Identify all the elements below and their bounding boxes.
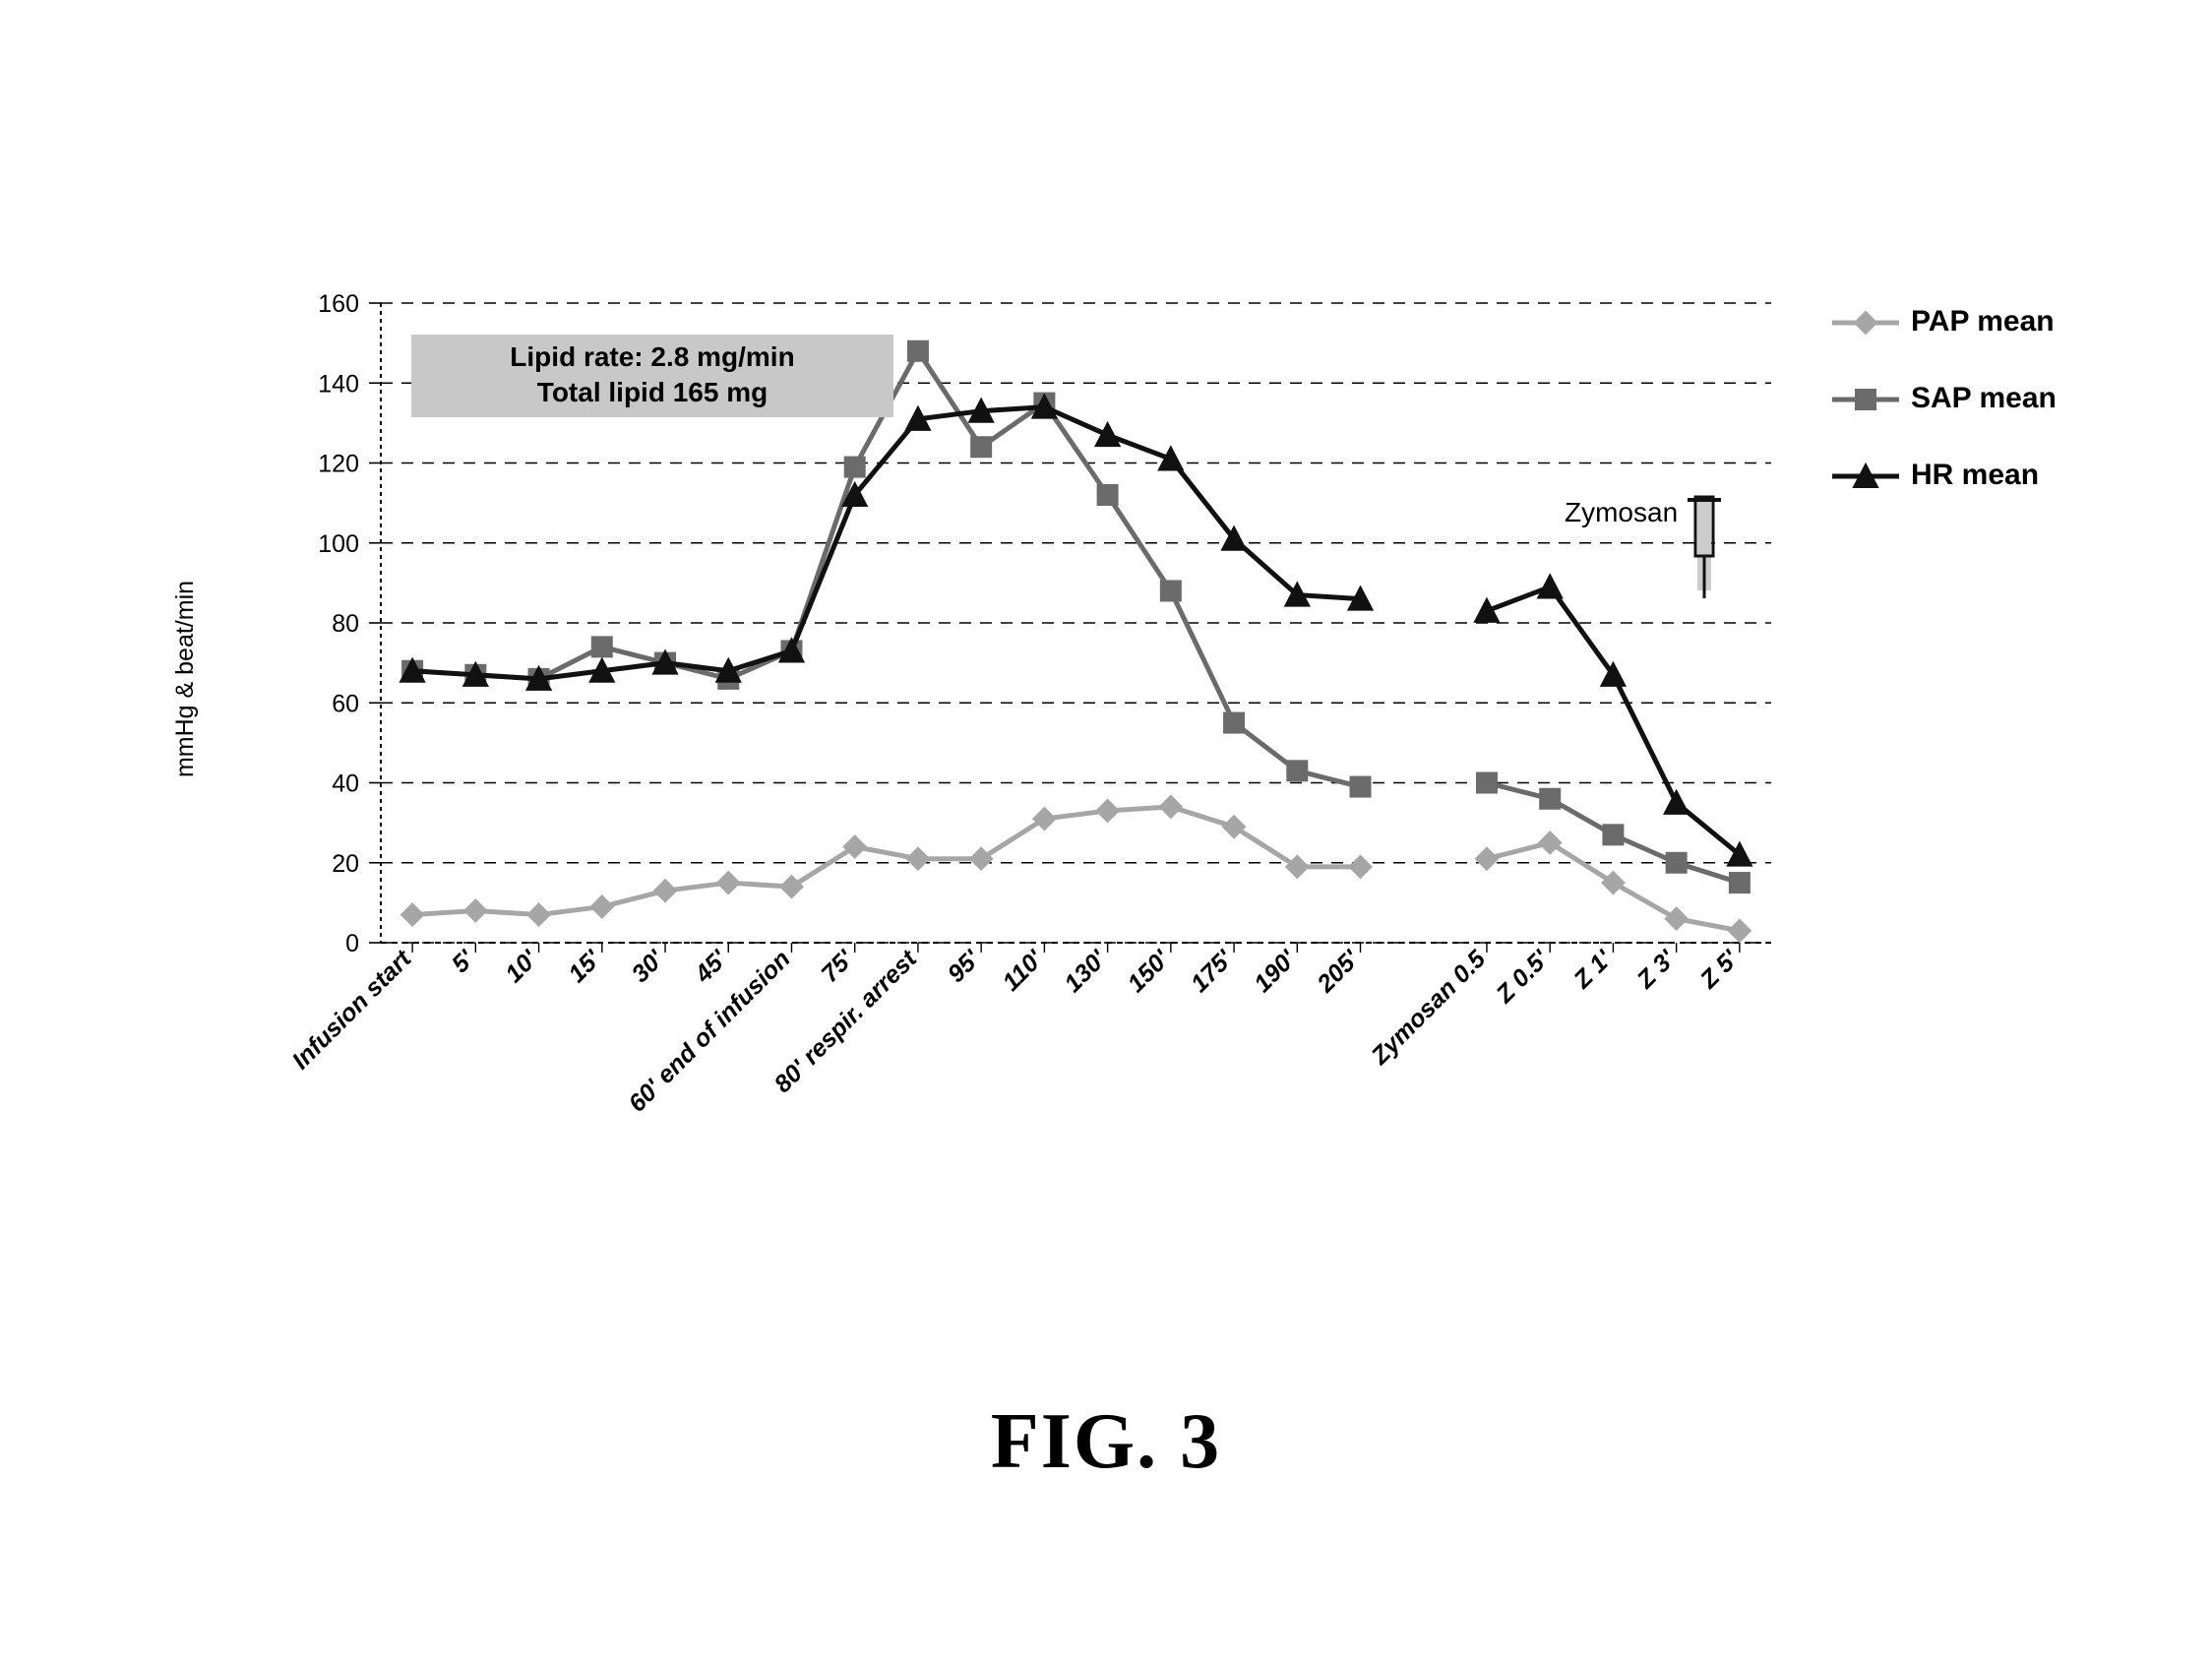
- series-line: [412, 807, 1360, 915]
- y-tick-label: 80: [332, 610, 359, 638]
- data-point-diamond: [401, 904, 423, 926]
- y-tick-label: 60: [332, 690, 359, 717]
- legend-item[interactable]: SAP mean: [1832, 382, 2057, 414]
- data-point-square: [1351, 777, 1371, 797]
- chart-legend: PAP mean SAP mean HR mean: [1832, 305, 2057, 491]
- y-tick-label: 120: [318, 451, 359, 478]
- y-tick-label: 160: [318, 290, 359, 318]
- series-pap-mean: [401, 796, 1751, 942]
- x-tick-label: Zymosan 0.5: [1366, 945, 1492, 1071]
- data-point-square: [1667, 853, 1687, 873]
- figure-caption: FIG. 3: [0, 1397, 2212, 1487]
- data-point-square: [592, 637, 612, 656]
- x-axis-labels: Infusion start5'10'15'30'45'60' end of i…: [287, 943, 1745, 1118]
- x-tick-label: 10': [500, 945, 543, 988]
- x-tick-label: Z 3': [1631, 945, 1682, 995]
- series-line: [1487, 586, 1740, 854]
- data-point-diamond: [1097, 800, 1119, 822]
- data-point-square: [1856, 390, 1875, 409]
- data-point-square: [1224, 713, 1244, 733]
- data-point-diamond: [528, 904, 550, 926]
- y-tick-label: 20: [332, 850, 359, 878]
- data-point-square: [1730, 873, 1750, 893]
- data-point-square: [845, 458, 865, 477]
- y-tick-label: 100: [318, 530, 359, 558]
- x-tick-label: 190': [1249, 945, 1302, 998]
- y-tick-label: 40: [332, 770, 359, 798]
- data-point-square: [1540, 789, 1560, 809]
- zymosan-annotation: Zymosan: [1565, 497, 1721, 598]
- data-point-diamond: [907, 848, 929, 870]
- x-tick-label: Z 1': [1567, 945, 1618, 995]
- data-point-square: [971, 437, 991, 457]
- data-point-triangle: [1538, 575, 1562, 597]
- y-axis-title: mmHg & beat/min: [171, 581, 199, 777]
- data-point-diamond: [1855, 312, 1876, 334]
- legend-item[interactable]: PAP mean: [1832, 305, 2055, 338]
- figure-3-root: 0 20 40 60 80 100 120 140 160 mmHg & beat/min Infu…: [0, 0, 2212, 1664]
- data-point-triangle: [1159, 447, 1183, 469]
- x-tick-label: 205': [1312, 945, 1366, 999]
- annotation-line-1: Lipid rate: 2.8 mg/min: [510, 341, 794, 372]
- x-tick-label: 45': [689, 945, 733, 989]
- data-point-diamond: [464, 900, 486, 922]
- x-tick-label: 30': [627, 945, 670, 988]
- data-point-triangle: [1665, 791, 1689, 814]
- annotation-line-2: Total lipid 165 mg: [537, 377, 768, 407]
- data-point-square: [1161, 582, 1181, 601]
- data-point-square: [1477, 773, 1497, 793]
- data-point-diamond: [1476, 848, 1498, 870]
- line-chart: 0 20 40 60 80 100 120 140 160 mmHg & beat/min Infu…: [0, 0, 2212, 1378]
- syringe-icon: [1688, 497, 1721, 598]
- legend-item[interactable]: HR mean: [1832, 459, 2039, 491]
- data-point-square: [1287, 761, 1307, 780]
- zymosan-label: Zymosan: [1565, 497, 1678, 527]
- x-tick-label: 175': [1186, 945, 1239, 998]
- x-tick-label: 75': [816, 945, 859, 988]
- legend-label: PAP mean: [1911, 305, 2055, 338]
- data-point-diamond: [591, 895, 613, 917]
- x-tick-label: 15': [563, 945, 606, 988]
- legend-label: HR mean: [1911, 459, 2039, 491]
- x-tick-label: Z 5': [1694, 945, 1745, 995]
- data-point-diamond: [1729, 920, 1751, 942]
- x-tick-label: 110': [997, 945, 1049, 997]
- data-point-triangle: [1475, 599, 1499, 622]
- data-point-diamond: [1160, 796, 1182, 818]
- data-point-square: [1098, 485, 1118, 505]
- x-tick-label: 130': [1059, 945, 1112, 998]
- series-sap-mean: [402, 341, 1750, 893]
- x-tick-label: Z 0.5': [1490, 945, 1555, 1010]
- data-point-diamond: [1350, 856, 1372, 878]
- data-point-diamond: [654, 880, 676, 901]
- x-tick-label: 95': [943, 945, 986, 988]
- data-point-square: [1603, 825, 1623, 844]
- legend-label: SAP mean: [1911, 382, 2057, 414]
- data-point-square: [908, 341, 928, 361]
- data-point-diamond: [1666, 908, 1688, 930]
- data-point-triangle: [1096, 423, 1120, 446]
- x-tick-label: Infusion start: [287, 944, 418, 1075]
- data-point-diamond: [717, 872, 739, 894]
- x-tick-label: 150': [1123, 945, 1176, 998]
- y-tick-label: 0: [345, 930, 359, 957]
- y-tick-label: 140: [318, 370, 359, 398]
- lipid-annotation: Lipid rate: 2.8 mg/min Total lipid 165 mg: [411, 335, 893, 417]
